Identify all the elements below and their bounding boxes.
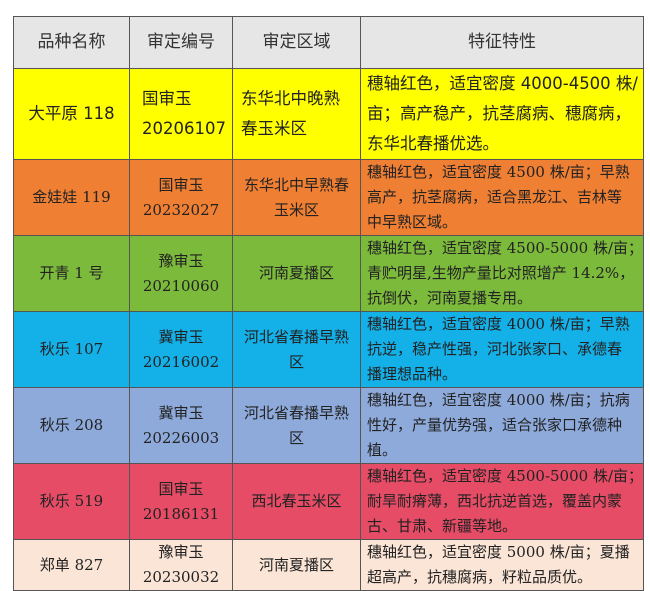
approval-number-cell: 冀审玉 20226003 [129, 387, 233, 464]
approval-number-cell-line: 20210060 [142, 276, 220, 295]
traits-cell: 穗轴红色，适宜密度 4000-4500 株/亩；高产稳产，抗茎腐病、穗腐病， 东华… [360, 68, 644, 160]
approval-region-cell: 东华北中早熟春 玉米区 [232, 159, 361, 236]
traits-cell: 穗轴红色，适宜密度 4500 株/亩；早熟 高产，抗茎腐病，适合黑龙江、吉林等 中早… [360, 159, 644, 236]
traits-cell-line: 穗轴红色，适宜密度 4000 株/亩；抗病 [367, 391, 630, 409]
approval-number-cell-line: 20226003 [142, 428, 220, 447]
traits-cell-line: 穗轴红色，适宜密度 4500 株/亩；早熟 [367, 163, 630, 181]
approval-region-cell-line: 玉米区 [273, 200, 319, 219]
header-approval-region: 审定区域 [232, 16, 361, 69]
header-variety-name: 品种名称 [13, 16, 130, 69]
header-traits: 特征特性 [360, 16, 644, 69]
approval-number-cell-line: 20206107 [142, 119, 226, 138]
approval-region-cell: 河北省春播早熟区 [232, 311, 361, 388]
approval-number-cell: 冀审玉 20216002 [129, 311, 233, 388]
approval-region-cell-line: 春玉米区 [241, 119, 307, 138]
traits-cell-line: 抗倒伏，河南夏播专用。 [367, 289, 533, 307]
table-row: 金娃娃 119 国审玉 20232027 东华北中早熟春 玉米区 穗轴红色，适宜密度 45… [13, 159, 644, 236]
table-row: 大平原 118 国审玉 20206107 东华北中晚熟 春玉米区 穗轴红色，适宜密度 40… [13, 68, 644, 160]
traits-cell-line: 穗轴红色，适宜密度 4000-4500 株/ [367, 74, 638, 93]
approval-region-cell: 西北春玉米区 [232, 463, 361, 540]
traits-cell-line: 穗轴红色，适宜密度 4000 株/亩；早熟 [367, 315, 630, 333]
traits-cell-line: 亩；高产稳产，抗茎腐病、穗腐病， [367, 104, 631, 123]
traits-cell-line: 高产，抗茎腐病，适合黑龙江、吉林等 [367, 188, 623, 206]
approval-region-cell: 河南夏播区 [232, 539, 361, 591]
approval-region-cell-line: 区 [288, 352, 304, 371]
approval-number-cell-line: 冀审玉 [158, 327, 204, 346]
traits-cell-line: 穗轴红色，适宜密度 4500-5000 株/亩； [367, 467, 644, 485]
approval-region-cell-line: 东华北中早熟春 [243, 175, 349, 194]
traits-cell: 穗轴红色，适宜密度 4000 株/亩；抗病 性好，产量优势强，适合张家口承德种 植。 [360, 387, 644, 464]
header-row: 品种名称 审定编号 审定区域 特征特性 [13, 16, 644, 69]
approval-number-cell: 国审玉 20206107 [129, 68, 233, 160]
variety-name-cell: 秋乐 519 [13, 463, 130, 540]
traits-cell: 穗轴红色，适宜密度 4000 株/亩；早熟 抗逆，稳产性强，河北张家口、承德春 播理… [360, 311, 644, 388]
approval-number-cell-line: 20232027 [142, 200, 220, 219]
traits-cell-line: 中早熟区域。 [367, 213, 458, 231]
header-approval-number: 审定编号 [129, 16, 233, 69]
approval-number-cell-line: 国审玉 [158, 175, 204, 194]
variety-name-cell: 秋乐 107 [13, 311, 130, 388]
traits-cell-line: 植。 [367, 441, 398, 459]
variety-name-cell: 秋乐 208 [13, 387, 130, 464]
approval-number-cell: 国审玉 20186131 [129, 463, 233, 540]
approval-number-cell-line: 20216002 [142, 352, 220, 371]
approval-region-cell-line: 东华北中晚熟 [241, 89, 340, 108]
approval-region-cell-line: 西北春玉米区 [251, 492, 342, 510]
table-row: 秋乐 519 国审玉 20186131 西北春玉米区 穗轴红色，适宜密度 4500-50… [13, 463, 644, 540]
approval-number-cell-line: 冀审玉 [158, 403, 204, 422]
approval-number-cell: 豫审玉 20230032 [129, 539, 233, 591]
traits-cell: 穗轴红色，适宜密度 4500-5000 株/亩； 青贮明星,生物产量比对照增产 1… [360, 235, 644, 312]
traits-cell-line: 青贮明星,生物产量比对照增产 14.2%， [367, 264, 635, 282]
traits-cell-line: 穗轴红色，适宜密度 5000 株/亩；夏播 [367, 543, 630, 561]
variety-name-cell: 大平原 118 [13, 68, 130, 160]
table-row: 郑单 827 豫审玉 20230032 河南夏播区 穗轴红色，适宜密度 5000 株/亩… [13, 539, 644, 591]
approval-number-cell: 国审玉 20232027 [129, 159, 233, 236]
corn-variety-table: 品种名称 审定编号 审定区域 特征特性 大平原 118 国审玉 20206107 东华… [13, 16, 644, 591]
approval-region-cell-line: 河北省春播早熟 [243, 403, 349, 422]
approval-region-cell: 东华北中晚熟 春玉米区 [232, 68, 361, 160]
variety-name-cell: 开青 1 号 [13, 235, 130, 312]
table-row: 秋乐 107 冀审玉 20216002 河北省春播早熟区穗轴红色，适宜密度 4000 … [13, 311, 644, 388]
traits-cell: 穗轴红色，适宜密度 5000 株/亩；夏播 超高产，抗穗腐病，籽粒品质优。 [360, 539, 644, 591]
traits-cell-line: 性好，产量优势强，适合张家口承德种 [367, 416, 623, 434]
approval-number-cell-line: 20230032 [142, 568, 220, 586]
approval-region-cell-line: 河北省春播早熟 [243, 327, 349, 346]
traits-cell-line: 耐旱耐瘠薄，西北抗逆首选，覆盖内蒙 [367, 492, 623, 510]
approval-region-cell-line: 河南夏播区 [258, 264, 334, 282]
approval-number-cell-line: 国审玉 [142, 89, 192, 108]
approval-region-cell: 河北省春播早熟区 [232, 387, 361, 464]
approval-number-cell-line: 20186131 [142, 504, 220, 523]
traits-cell-line: 播理想品种。 [367, 365, 458, 383]
approval-region-cell-line: 河南夏播区 [258, 555, 334, 574]
traits-cell-line: 东华北春播优选。 [367, 134, 499, 153]
traits-cell: 穗轴红色，适宜密度 4500-5000 株/亩； 耐旱耐瘠薄，西北抗逆首选，覆盖内… [360, 463, 644, 540]
approval-number-cell-line: 豫审玉 [158, 251, 204, 270]
approval-region-cell: 河南夏播区 [232, 235, 361, 312]
traits-cell-line: 抗逆，稳产性强，河北张家口、承德春 [367, 340, 623, 358]
table-row: 秋乐 208 冀审玉 20226003 河北省春播早熟区穗轴红色，适宜密度 4000 … [13, 387, 644, 464]
variety-name-cell: 郑单 827 [13, 539, 130, 591]
table-row: 开青 1 号 豫审玉 20210060 河南夏播区 穗轴红色，适宜密度 4500-500… [13, 235, 644, 312]
approval-region-cell-line: 区 [288, 428, 304, 447]
traits-cell-line: 超高产，抗穗腐病，籽粒品质优。 [367, 568, 593, 586]
approval-number-cell: 豫审玉 20210060 [129, 235, 233, 312]
approval-number-cell-line: 豫审玉 [158, 543, 204, 561]
variety-name-cell: 金娃娃 119 [13, 159, 130, 236]
traits-cell-line: 古、甘肃、新疆等地。 [367, 517, 518, 535]
approval-number-cell-line: 国审玉 [158, 479, 204, 498]
traits-cell-line: 穗轴红色，适宜密度 4500-5000 株/亩； [367, 239, 644, 257]
